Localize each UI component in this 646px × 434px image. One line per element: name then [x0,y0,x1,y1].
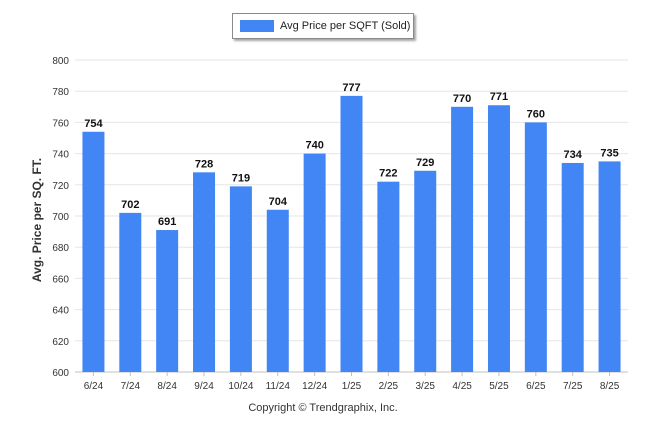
x-tick-label: 8/24 [157,381,177,392]
y-tick-label: 600 [52,368,69,379]
bar [561,162,584,372]
data-label: 760 [527,108,545,120]
bar [377,181,400,372]
y-tick-label: 800 [52,56,69,67]
y-tick-label: 700 [52,212,69,223]
y-tick-label: 720 [52,181,69,192]
data-label: 704 [269,196,288,208]
data-label: 728 [195,158,213,170]
x-tick-label: 5/25 [489,381,509,392]
data-label: 722 [379,168,397,180]
x-tick-label: 9/24 [194,381,214,392]
y-tick-label: 680 [52,243,69,254]
bar [266,209,289,372]
legend-label: Avg Price per SQFT (Sold) [280,20,411,32]
data-label: 770 [453,93,471,105]
x-tick-label: 3/25 [415,381,435,392]
data-label: 754 [84,118,103,130]
data-label: 702 [121,199,139,211]
x-tick-label: 6/25 [526,381,546,392]
x-tick-label: 2/25 [379,381,399,392]
bar [524,122,547,373]
bar [414,170,437,372]
x-tick-label: 11/24 [266,381,291,392]
y-tick-label: 640 [52,306,69,317]
data-label: 734 [564,149,583,161]
x-tick-label: 1/25 [342,381,362,392]
data-label: 740 [305,140,323,152]
bar [193,172,216,372]
copyright-note: Copyright © Trendgraphix, Inc. [248,402,398,414]
data-label: 777 [342,82,360,94]
x-tick-label: 12/24 [302,381,327,392]
chart-legend[interactable]: Avg Price per SQFT (Sold) [232,13,414,39]
x-tick-label: 7/24 [121,381,141,392]
x-tick-label: 6/24 [84,381,104,392]
x-tick-label: 8/25 [600,381,620,392]
legend-swatch [240,20,274,32]
x-tick-label: 4/25 [452,381,472,392]
bar [119,212,142,372]
data-label: 691 [158,216,176,228]
x-tick-label: 7/25 [563,381,583,392]
y-tick-label: 620 [52,337,69,348]
data-label: 735 [600,147,618,159]
bar [451,106,474,373]
y-tick-label: 780 [52,87,69,98]
data-label: 771 [490,91,508,103]
bar [303,153,326,372]
bar [229,186,252,372]
y-tick-label: 740 [52,150,69,161]
y-tick-label: 660 [52,274,69,285]
data-label: 729 [416,157,434,169]
bar [156,230,179,372]
bar [487,105,510,373]
bar [340,95,363,372]
bar [82,131,105,372]
x-tick-label: 10/24 [228,381,253,392]
bar [598,161,621,372]
data-label: 719 [232,172,250,184]
y-tick-label: 760 [52,118,69,129]
